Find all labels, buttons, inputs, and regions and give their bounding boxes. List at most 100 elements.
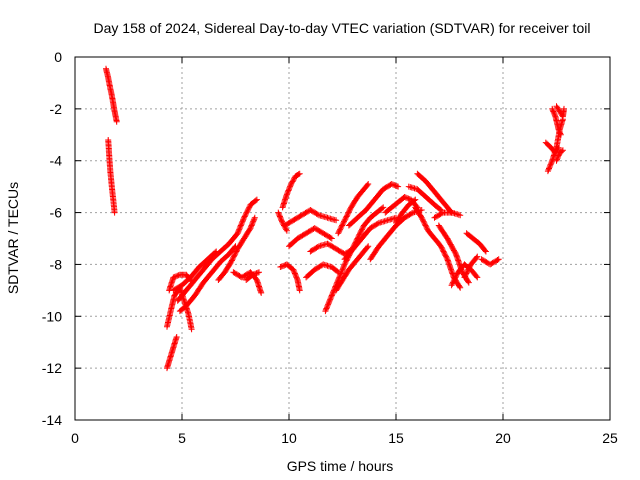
chart-title: Day 158 of 2024, Sidereal Day-to-day VTE… <box>94 20 591 36</box>
data-point <box>449 279 456 286</box>
data-point <box>346 207 353 213</box>
data-point <box>364 244 371 251</box>
data-point <box>451 275 458 282</box>
data-point <box>283 227 290 234</box>
data-point <box>275 210 282 217</box>
data-point <box>335 229 342 235</box>
data-point <box>237 222 244 229</box>
data-point <box>243 209 250 216</box>
data-point <box>461 274 468 281</box>
data-point <box>463 270 470 277</box>
data-point <box>314 211 321 218</box>
data-point <box>284 188 291 195</box>
data-point <box>337 225 344 232</box>
data-point <box>341 261 348 268</box>
data-point <box>374 220 381 227</box>
data-point <box>464 269 470 276</box>
data-point <box>188 326 195 333</box>
data-point <box>327 234 334 241</box>
data-point <box>241 213 248 220</box>
data-point <box>357 230 363 237</box>
data-point <box>359 225 366 232</box>
data-point <box>290 177 297 184</box>
data-point <box>241 214 248 221</box>
data-point <box>234 230 241 237</box>
data-point <box>246 204 253 211</box>
data-point <box>395 183 402 190</box>
data-point <box>439 245 446 252</box>
data-point <box>213 248 220 255</box>
data-point <box>449 280 456 287</box>
data-point <box>296 170 303 177</box>
data-point <box>256 269 262 276</box>
data-point <box>212 249 219 256</box>
data-point <box>173 334 180 340</box>
data-point <box>550 109 557 116</box>
data-point <box>338 223 345 230</box>
data-point <box>453 273 460 280</box>
data-point <box>555 152 562 159</box>
data-point <box>229 256 236 263</box>
data-point <box>295 171 302 178</box>
data-point <box>380 204 387 211</box>
data-point <box>554 156 560 163</box>
data-point <box>559 147 566 154</box>
grid <box>75 57 610 420</box>
x-tick-label: 20 <box>495 430 511 446</box>
data-point <box>253 196 260 203</box>
data-point <box>465 266 472 273</box>
data-point <box>251 216 258 223</box>
data-point <box>422 222 429 229</box>
data-point <box>420 218 427 225</box>
data-point <box>328 235 335 242</box>
data-point <box>557 131 564 138</box>
data-point <box>474 274 481 281</box>
data-point <box>291 175 297 182</box>
data-point <box>474 253 481 260</box>
data-point <box>337 226 344 233</box>
data-point <box>243 210 249 217</box>
data-point <box>464 267 471 274</box>
y-tick-label: -6 <box>50 205 63 221</box>
x-tick-label: 5 <box>178 430 186 446</box>
data-point <box>244 208 251 215</box>
data-point <box>228 257 235 264</box>
data-point <box>242 212 249 219</box>
data-point <box>441 249 448 256</box>
data-point <box>549 105 556 112</box>
data-point <box>544 168 551 175</box>
data-point <box>457 284 464 291</box>
data-point <box>462 271 469 278</box>
data-point <box>231 252 238 259</box>
data-point <box>232 249 239 256</box>
data-point <box>344 210 351 217</box>
x-tick-label: 25 <box>602 430 618 446</box>
data-point <box>437 243 444 250</box>
data-point <box>358 227 365 234</box>
data-point <box>473 254 480 261</box>
data-point <box>412 196 419 203</box>
data-point <box>453 271 460 278</box>
data-point <box>561 105 567 112</box>
data-point <box>438 210 445 217</box>
data-point <box>359 226 365 233</box>
data-point <box>356 231 363 238</box>
y-tick-label: -10 <box>42 308 62 324</box>
data-point <box>342 216 349 223</box>
data-point <box>379 205 386 212</box>
data-point <box>339 221 346 228</box>
data-point <box>339 222 346 229</box>
data-point <box>324 302 331 309</box>
data-point <box>228 258 235 265</box>
data-points <box>103 65 567 372</box>
data-point <box>365 243 372 250</box>
x-tick-label: 0 <box>71 430 79 446</box>
data-point <box>546 164 553 171</box>
data-point <box>557 130 564 137</box>
data-point <box>323 305 330 312</box>
data-point <box>421 219 428 226</box>
data-point <box>342 214 349 221</box>
data-point <box>443 254 450 261</box>
x-tick-label: 15 <box>388 430 404 446</box>
